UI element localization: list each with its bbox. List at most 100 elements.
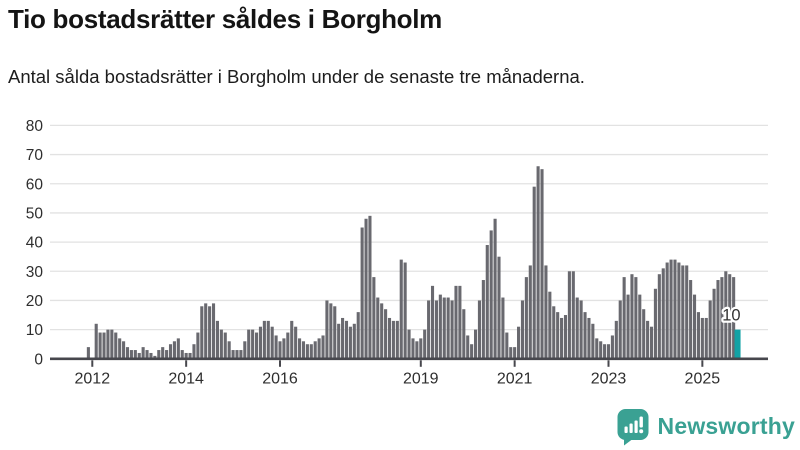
bar — [728, 274, 732, 359]
y-tick-label: 70 — [26, 147, 44, 164]
bar — [454, 285, 458, 359]
bar — [348, 326, 352, 359]
x-tick-label: 2019 — [403, 370, 439, 387]
bar — [732, 277, 736, 359]
bar — [724, 271, 728, 359]
bar — [485, 245, 489, 359]
bar — [450, 300, 454, 359]
bar — [528, 265, 532, 359]
newsworthy-brand-link[interactable]: Newsworthy — [616, 407, 795, 446]
bar — [473, 329, 478, 359]
y-tick-label: 0 — [34, 351, 43, 368]
bar — [313, 341, 317, 359]
bar — [325, 300, 329, 359]
bar — [180, 350, 184, 359]
bar — [673, 259, 677, 359]
bar — [215, 320, 219, 359]
bar — [704, 317, 708, 359]
bar — [247, 329, 251, 359]
bar — [630, 274, 634, 359]
bar — [540, 169, 544, 359]
bar — [341, 317, 345, 359]
bar — [517, 326, 521, 359]
bar — [665, 262, 669, 359]
bar — [251, 329, 255, 359]
bar — [165, 350, 169, 359]
chart-subtitle: Antal sålda bostadsrätter i Borgholm und… — [8, 66, 585, 87]
bar — [603, 344, 607, 359]
bar — [290, 320, 294, 359]
bar — [376, 297, 380, 359]
x-tick-label: 2023 — [591, 370, 627, 387]
bar — [536, 166, 540, 359]
bar — [356, 312, 360, 359]
bar — [614, 320, 618, 359]
bar — [466, 335, 470, 359]
bar — [470, 344, 474, 359]
bar — [567, 271, 571, 359]
bar — [419, 338, 423, 359]
newsworthy-logo-icon — [617, 409, 649, 446]
bar — [149, 352, 153, 359]
bar — [298, 338, 302, 359]
bar — [223, 332, 227, 359]
bar — [610, 335, 614, 359]
bar — [446, 297, 450, 359]
bar — [321, 335, 325, 359]
bar — [532, 186, 536, 359]
newsworthy-wordmark: Newsworthy — [657, 413, 795, 439]
bar — [685, 265, 689, 359]
bar — [708, 300, 712, 359]
bar — [301, 341, 306, 359]
bar — [571, 271, 575, 359]
bar — [587, 317, 591, 359]
bar — [552, 306, 556, 359]
bar — [462, 309, 466, 359]
bar — [548, 291, 552, 359]
bar — [153, 355, 157, 359]
bar — [196, 332, 200, 359]
bar — [669, 259, 673, 359]
bar — [716, 280, 720, 359]
bar — [157, 350, 161, 359]
bar — [442, 297, 446, 359]
bar — [188, 352, 192, 359]
bar — [622, 277, 626, 359]
bar — [509, 347, 513, 359]
bar — [583, 312, 587, 359]
y-tick-label: 10 — [26, 322, 44, 339]
x-tick-label: 2021 — [497, 370, 533, 387]
bar — [129, 350, 133, 359]
bar — [294, 326, 298, 359]
bar — [368, 215, 372, 359]
bar — [200, 306, 204, 359]
bar — [360, 227, 364, 359]
bar — [94, 323, 98, 359]
bar — [399, 259, 403, 359]
bar — [430, 285, 435, 359]
bar — [560, 317, 564, 359]
bar — [481, 280, 485, 359]
bar — [391, 320, 395, 359]
bar — [380, 303, 384, 359]
bar — [161, 347, 165, 359]
bar — [653, 288, 657, 359]
bar — [595, 338, 599, 359]
bar — [649, 326, 654, 359]
bar — [411, 338, 415, 359]
bar — [489, 230, 493, 359]
chart-title: Tio bostadsrätter såldes i Borgholm — [8, 4, 443, 34]
bar — [403, 262, 407, 359]
bar — [168, 344, 173, 359]
bar — [661, 268, 665, 359]
bar — [477, 300, 481, 359]
y-tick-label: 80 — [26, 118, 44, 135]
bar — [176, 338, 180, 359]
y-tick-label: 60 — [26, 176, 44, 193]
bar — [137, 352, 141, 359]
bar — [387, 317, 392, 359]
bar — [254, 332, 259, 359]
x-tick-label: 2016 — [262, 370, 298, 387]
